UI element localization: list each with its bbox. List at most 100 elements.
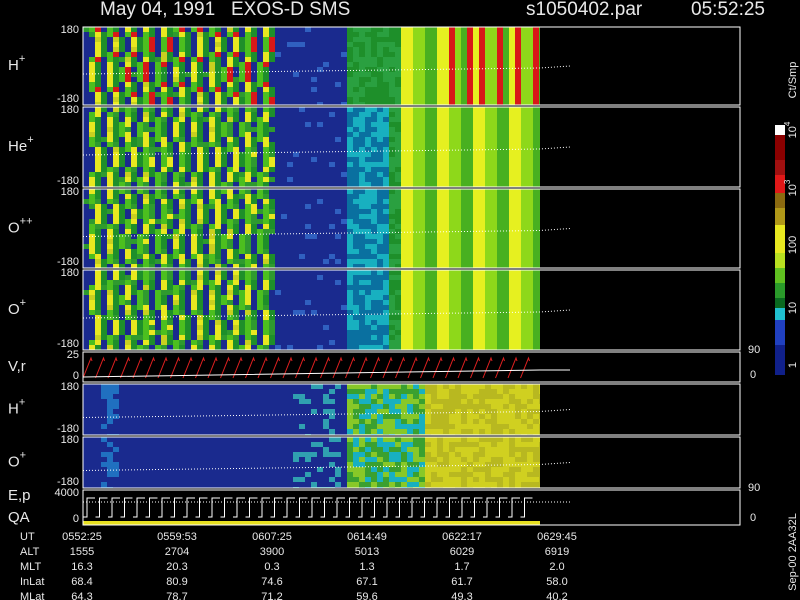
spectrogram-cell bbox=[119, 137, 125, 142]
spectrogram-cell bbox=[251, 239, 257, 244]
spectrogram-cell bbox=[167, 320, 173, 325]
spectrogram-cell bbox=[437, 112, 443, 117]
spectrogram-cell bbox=[251, 27, 257, 32]
spectrogram-cell bbox=[371, 32, 377, 37]
spectrogram-cell bbox=[119, 239, 125, 244]
spectrogram-cell bbox=[137, 102, 143, 105]
spectrogram-cell bbox=[191, 32, 197, 37]
spectrogram-cell bbox=[299, 162, 305, 167]
spectrogram-cell bbox=[305, 224, 311, 229]
spectrogram-cell bbox=[467, 132, 473, 137]
spectrogram-cell bbox=[515, 37, 521, 42]
spectrogram-cell bbox=[335, 214, 341, 219]
spectrogram-cell bbox=[329, 219, 335, 224]
spectrogram-cell bbox=[209, 244, 215, 249]
spectrogram-cell bbox=[281, 67, 287, 72]
spectrogram-cell bbox=[509, 82, 515, 87]
spectrogram-cell bbox=[401, 194, 407, 199]
spectrogram-cell bbox=[413, 42, 419, 47]
spectrogram-cell bbox=[269, 137, 275, 142]
spectrogram-cell bbox=[275, 315, 281, 320]
spectrogram-cell bbox=[311, 275, 317, 280]
spectrogram-cell bbox=[449, 147, 455, 152]
spectrogram-cell bbox=[179, 77, 185, 82]
spectrogram-cell bbox=[173, 204, 179, 209]
spectrogram-cell bbox=[491, 167, 497, 172]
spectrogram-cell bbox=[455, 172, 461, 177]
spectrogram-cell bbox=[95, 132, 101, 137]
spectrogram-cell bbox=[311, 167, 317, 172]
spectrogram-cell bbox=[83, 239, 89, 244]
spectrogram-cell bbox=[239, 264, 245, 268]
spectrogram-cell bbox=[227, 189, 233, 194]
spectrogram-cell bbox=[323, 87, 329, 92]
spectrogram-cell bbox=[539, 254, 540, 259]
spectrogram-cell bbox=[317, 122, 323, 127]
spectrogram-cell bbox=[287, 97, 293, 102]
spectrogram-cell bbox=[179, 127, 185, 132]
spectrogram-cell bbox=[161, 345, 167, 350]
spectrogram-cell bbox=[365, 122, 371, 127]
spectrogram-cell bbox=[125, 330, 131, 335]
spectrogram-cell bbox=[467, 167, 473, 172]
spectrogram-cell bbox=[449, 224, 455, 229]
spectrogram-cell bbox=[233, 57, 239, 62]
spectrogram-cell bbox=[275, 107, 281, 112]
spectrogram-cell bbox=[467, 305, 473, 310]
spectrogram-cell bbox=[323, 32, 329, 37]
spectrogram-cell bbox=[509, 37, 515, 42]
spectrogram-cell bbox=[389, 244, 395, 249]
spectrogram-cell bbox=[491, 162, 497, 167]
spectrogram-cell bbox=[269, 270, 275, 275]
spectrogram-cell bbox=[281, 275, 287, 280]
spectrogram-cell bbox=[497, 270, 503, 275]
spectrogram-cell bbox=[131, 57, 137, 62]
spectrogram-cell bbox=[497, 325, 503, 330]
spectrogram-cell bbox=[269, 122, 275, 127]
spectrogram-cell bbox=[305, 167, 311, 172]
spectrogram-cell bbox=[245, 219, 251, 224]
spectrogram-cell bbox=[251, 300, 257, 305]
spectrogram-cell bbox=[215, 340, 221, 345]
spectrogram-cell bbox=[425, 290, 431, 295]
time: 05:52:25 bbox=[691, 0, 765, 20]
spectrogram-cell bbox=[407, 219, 413, 224]
spectrogram-cell bbox=[371, 57, 377, 62]
spectrogram-cell bbox=[275, 57, 281, 62]
spectrogram-cell bbox=[263, 189, 269, 194]
spectrogram-cell bbox=[449, 249, 455, 254]
spectrogram-cell bbox=[437, 214, 443, 219]
spectrogram-cell bbox=[539, 300, 540, 305]
spectrogram-cell bbox=[89, 264, 95, 268]
spectrogram-cell bbox=[377, 62, 383, 67]
spectrogram-cell bbox=[131, 172, 137, 177]
spectrogram-cell bbox=[215, 209, 221, 214]
spectrogram-cell bbox=[95, 229, 101, 234]
spectrogram-cell bbox=[389, 224, 395, 229]
spectrogram-cell bbox=[371, 214, 377, 219]
spectrogram-cell bbox=[419, 189, 425, 194]
spectrogram-cell bbox=[113, 330, 119, 335]
spectrogram-cell bbox=[353, 92, 359, 97]
spectrogram-cell bbox=[155, 172, 161, 177]
spectrogram-cell bbox=[407, 275, 413, 280]
spectrogram-cell bbox=[203, 112, 209, 117]
spectrogram-cell bbox=[209, 275, 215, 280]
spectrogram-cell bbox=[227, 67, 233, 72]
spectrogram-cell bbox=[407, 117, 413, 122]
spectrogram-cell bbox=[149, 122, 155, 127]
spectrogram-cell bbox=[419, 182, 425, 187]
spectrogram-cell bbox=[431, 167, 437, 172]
spectrogram-cell bbox=[143, 62, 149, 67]
spectrogram-cell bbox=[425, 92, 431, 97]
spectrogram-cell bbox=[215, 305, 221, 310]
spectrogram-cell bbox=[437, 264, 443, 268]
spectrogram-cell bbox=[521, 194, 527, 199]
spectrogram-cell bbox=[485, 264, 491, 268]
spectrogram-cell bbox=[245, 229, 251, 234]
spectrogram-cell bbox=[263, 37, 269, 42]
spectrogram-cell bbox=[209, 194, 215, 199]
spectrogram-cell bbox=[119, 224, 125, 229]
spectrogram-cell bbox=[251, 117, 257, 122]
spectrogram-cell bbox=[281, 199, 287, 204]
